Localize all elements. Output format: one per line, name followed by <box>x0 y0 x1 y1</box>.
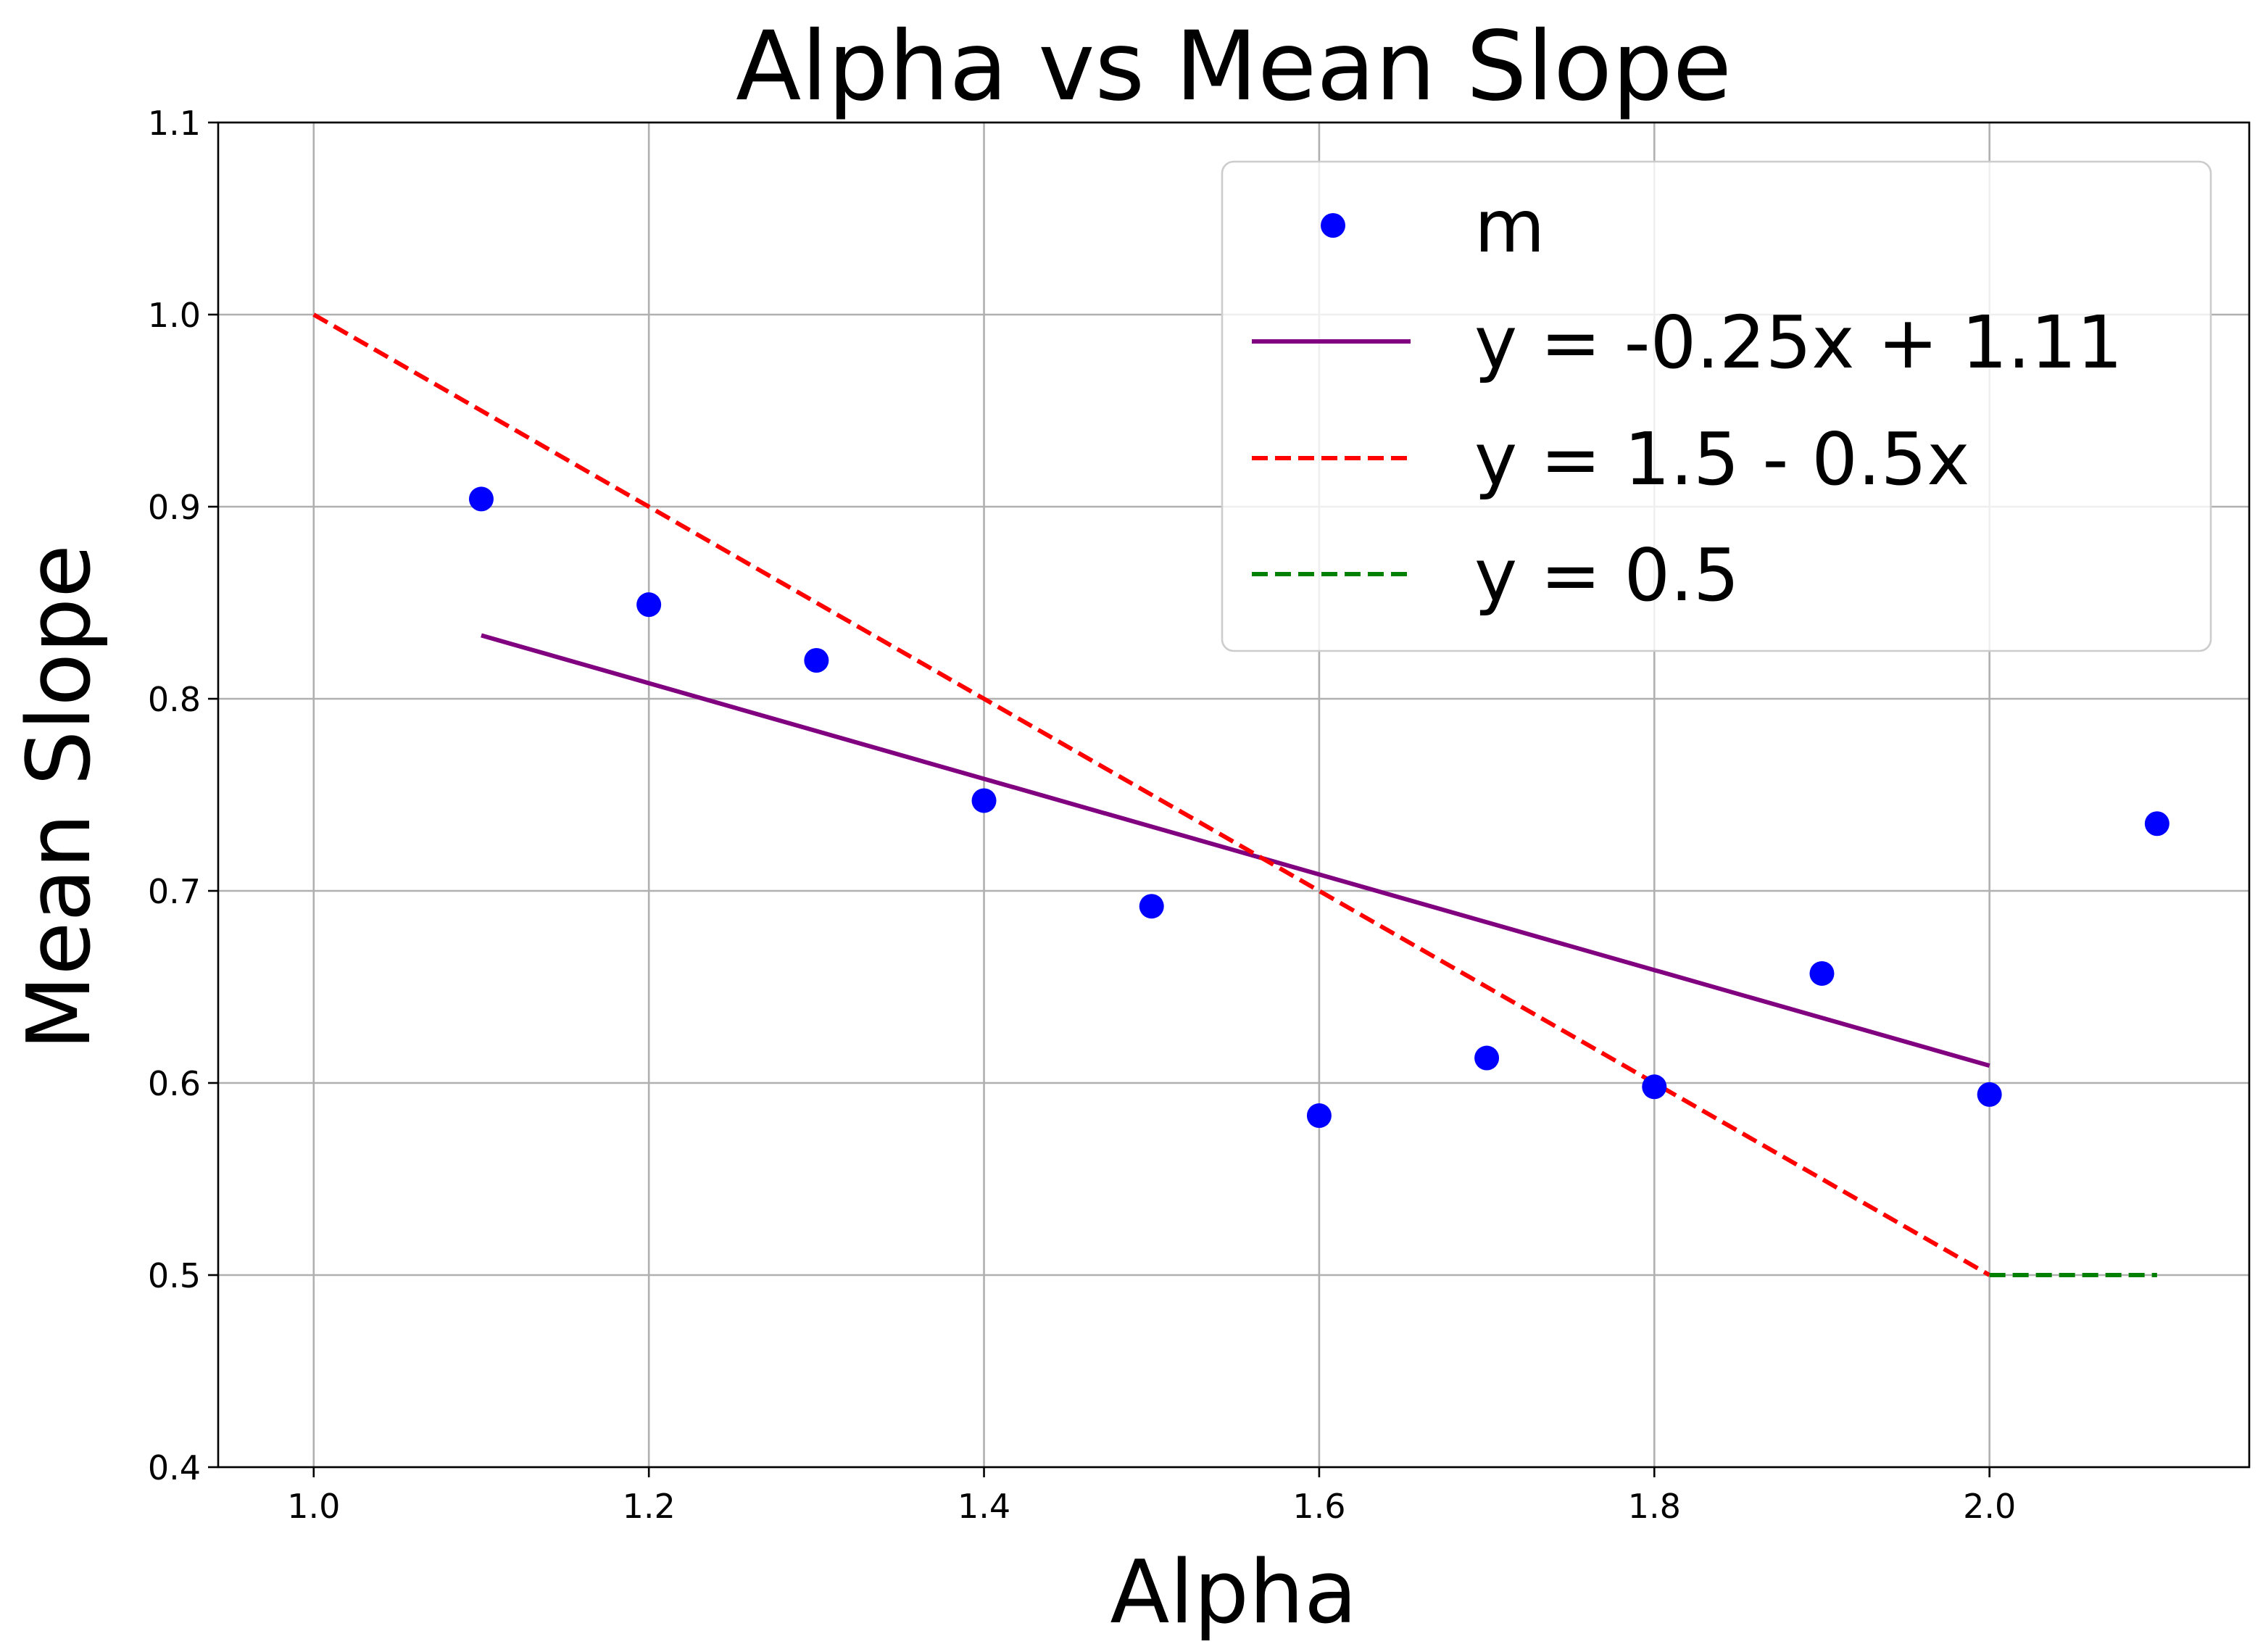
data-point <box>2144 811 2169 837</box>
x-axis-title: Alpha <box>1110 1543 1357 1643</box>
x-tick-label: 1.8 <box>1628 1487 1681 1526</box>
data-point <box>1809 960 1835 986</box>
data-point <box>468 486 494 512</box>
legend-label-2: y = 1.5 - 0.5x <box>1474 417 1969 502</box>
y-tick-label: 0.7 <box>148 872 201 911</box>
x-tick-label: 1.2 <box>623 1487 676 1526</box>
legend-label-1: y = -0.25x + 1.11 <box>1474 300 2122 385</box>
data-point <box>804 648 829 673</box>
y-tick-label: 0.6 <box>148 1064 201 1103</box>
legend-label-0: m <box>1474 184 1545 269</box>
series-line-2 <box>312 312 1991 1277</box>
data-point <box>1977 1082 2002 1107</box>
data-point <box>636 592 662 618</box>
y-axis-title: Mean Slope <box>9 544 110 1050</box>
x-tick-label: 1.4 <box>958 1487 1010 1526</box>
plot-area-frame <box>217 121 2251 1469</box>
plot-series <box>312 312 2169 1277</box>
x-tick-label: 2.0 <box>1963 1487 2016 1526</box>
chart-title: Alpha vs Mean Slope <box>736 11 1732 123</box>
series-line-1 <box>481 633 1990 1068</box>
legend-box <box>1221 160 2212 652</box>
data-point <box>1474 1045 1500 1071</box>
y-tick-label: 1.0 <box>148 296 201 335</box>
legend-label-3: y = 0.5 <box>1474 533 1740 618</box>
legend-marker-0 <box>1321 213 1345 238</box>
y-tick-label: 0.8 <box>148 680 201 719</box>
y-tick-label: 1.1 <box>148 104 201 143</box>
data-point <box>1306 1103 1332 1129</box>
x-tick-label: 1.0 <box>287 1487 340 1526</box>
y-tick-label: 0.4 <box>148 1448 201 1487</box>
data-point <box>1139 894 1164 919</box>
axis-ticks: 1.0 1.2 1.4 1.6 1.8 2.0 0.4 0.5 0.6 0.7 0.8 0.9 1.0 1… <box>148 104 2016 1526</box>
y-tick-label: 0.5 <box>148 1256 201 1295</box>
data-point <box>1642 1074 1667 1100</box>
legend: m y = -0.25x + 1.11 y = 1.5 - 0.5x y = 0.5 <box>1221 160 2212 652</box>
y-tick-label: 0.9 <box>148 488 201 527</box>
x-tick-label: 1.6 <box>1292 1487 1345 1526</box>
data-point <box>971 788 997 813</box>
